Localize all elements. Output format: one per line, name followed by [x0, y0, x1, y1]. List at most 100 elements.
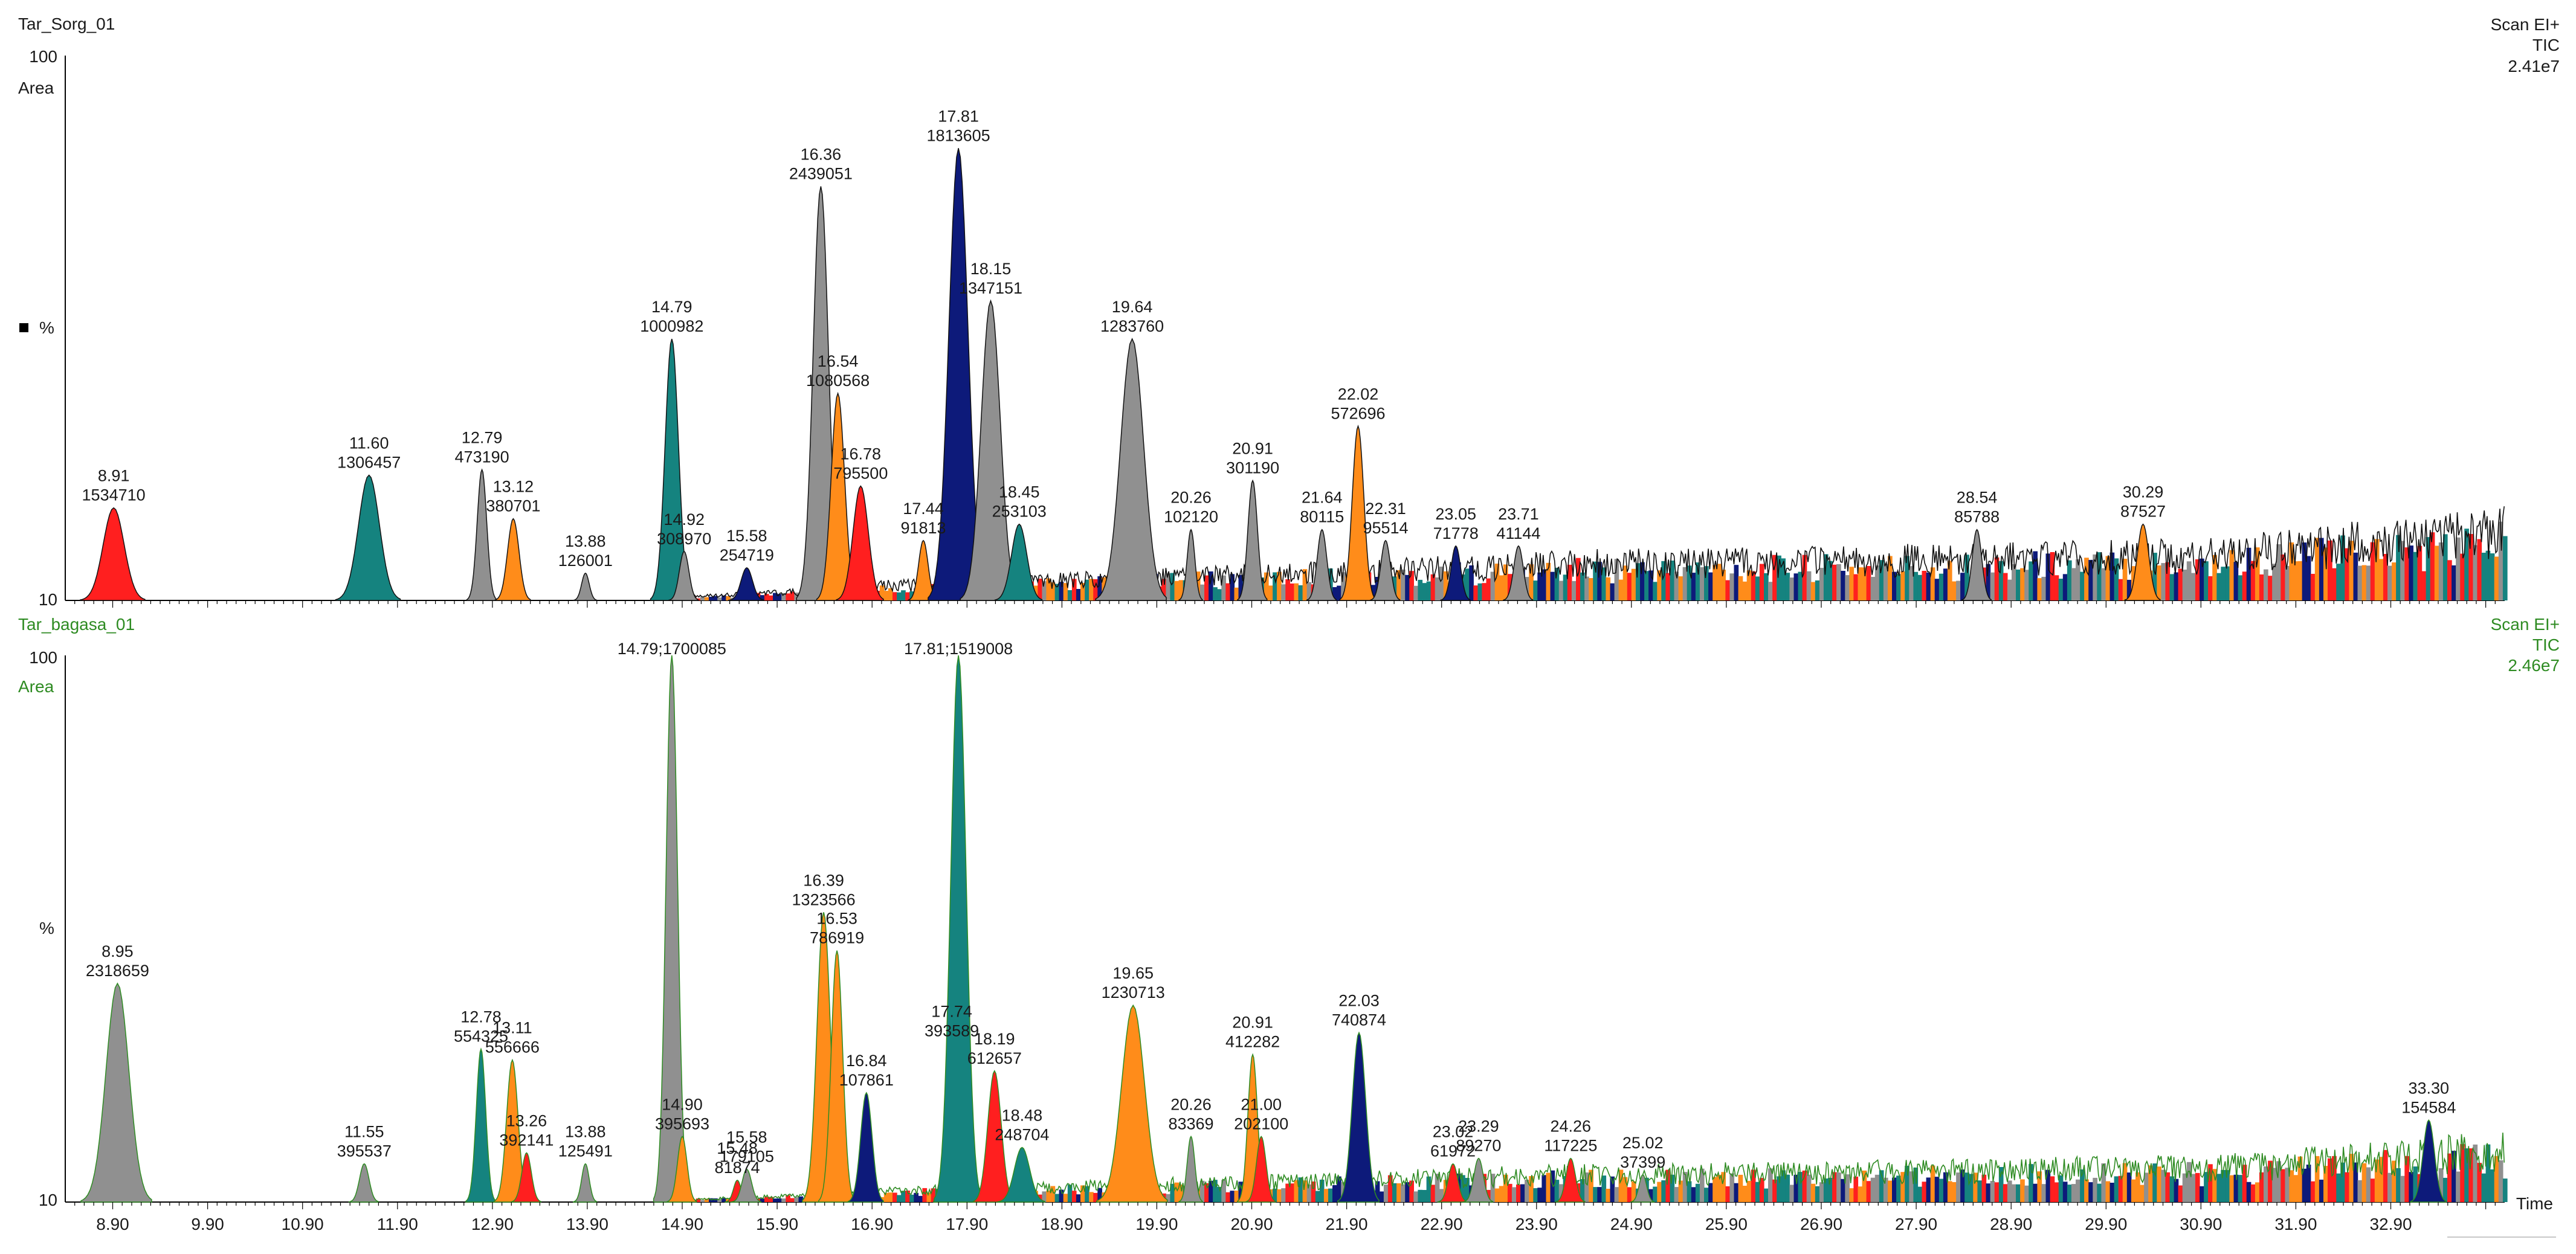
- panel2-baseline-segment: [1874, 1174, 1880, 1202]
- panel2-baseline-segment: [2494, 1156, 2499, 1202]
- peak-label-rt: 13.88: [565, 1123, 606, 1141]
- panel2-baseline-segment: [1704, 1188, 1709, 1202]
- panel2-baseline-segment: [1067, 1185, 1073, 1202]
- panel1-baseline-segment: [1849, 567, 1855, 600]
- panel2-baseline-segment: [2404, 1156, 2409, 1202]
- panel2-baseline-segment: [777, 1198, 782, 1202]
- panel1-baseline-segment: [2332, 568, 2337, 600]
- panel2-baseline-segment: [760, 1198, 765, 1202]
- panel2-baseline-segment: [2323, 1166, 2328, 1202]
- panel2-baseline-segment: [2212, 1169, 2217, 1202]
- panel2-baseline-segment: [721, 1198, 726, 1202]
- panel1-baseline-segment: [2276, 544, 2281, 600]
- panel1-baseline-segment: [1734, 565, 1739, 600]
- peak-label-area: 71778: [1433, 524, 1479, 542]
- panel2-baseline-segment: [2468, 1148, 2473, 1202]
- panel2-baseline-segment: [1845, 1174, 1850, 1202]
- panel2-baseline-segment: [1905, 1166, 1909, 1202]
- peak-label-rt: 15.58: [726, 527, 767, 545]
- panel1-baseline-segment: [1306, 582, 1312, 600]
- panel2-baseline-segment: [1772, 1179, 1777, 1202]
- panel1-baseline-segment: [1657, 570, 1662, 600]
- peak-label-rt: 13.88: [565, 532, 606, 550]
- panel2-baseline-segment: [1430, 1185, 1436, 1202]
- panel1-baseline-segment: [1589, 578, 1593, 600]
- panel1-baseline-segment: [2400, 541, 2405, 600]
- peak-label-rt: 17.81: [938, 107, 979, 125]
- panel1-baseline-segment: [1665, 573, 1671, 600]
- panel1-baseline-segment: [2020, 568, 2025, 600]
- x-tick-label: 10.90: [282, 1215, 324, 1233]
- x-tick-label: 8.90: [96, 1215, 129, 1233]
- panel2-baseline-segment: [1853, 1176, 1859, 1202]
- panel1-baseline-segment: [1563, 574, 1568, 600]
- panel1-baseline-segment: [1097, 576, 1102, 600]
- panel1-baseline-segment: [1990, 572, 1995, 600]
- panel1-baseline-segment: [2434, 545, 2439, 600]
- panel1-baseline-segment: [1341, 572, 1346, 600]
- panel2-baseline-segment: [1405, 1182, 1410, 1202]
- panel1-baseline-segment: [2366, 565, 2371, 600]
- panel1-baseline-segment: [1729, 573, 1735, 600]
- panel1-sample-name: Tar_Sorg_01: [18, 14, 115, 33]
- panel1-baseline-segment: [2225, 566, 2230, 600]
- panel2-baseline-segment: [2485, 1144, 2491, 1202]
- panel1-baseline-segment: [883, 591, 889, 600]
- panel2-baseline-segment: [1520, 1184, 1525, 1202]
- panel2-baseline-segment: [2409, 1172, 2413, 1202]
- panel1-baseline-segment: [1674, 571, 1679, 600]
- panel2-baseline-segment: [2126, 1172, 2132, 1202]
- panel2-baseline-segment: [1554, 1180, 1560, 1202]
- panel1-baseline-segment: [1290, 584, 1295, 600]
- panel1-baseline-segment: [1682, 567, 1688, 600]
- peak-label-area: 254719: [720, 546, 774, 564]
- panel1-baseline-segment: [1435, 577, 1440, 600]
- panel1-baseline-segment: [1494, 564, 1500, 600]
- panel2-peak-33.30: [2410, 1119, 2447, 1203]
- x-tick-label: 14.90: [661, 1215, 703, 1233]
- peak-label-rt: 15.48: [717, 1139, 758, 1157]
- panel2-baseline-segment: [2084, 1179, 2089, 1202]
- panel1-baseline-segment: [1473, 585, 1478, 600]
- panel1-baseline-segment: [1610, 583, 1615, 600]
- panel2-baseline-segment: [2297, 1156, 2303, 1202]
- panel1-baseline-segment: [1477, 583, 1483, 600]
- panel1-baseline-segment: [1802, 555, 1807, 600]
- panel2-baseline-segment: [1802, 1170, 1807, 1202]
- panel2-baseline-segment: [1810, 1183, 1816, 1202]
- peak-label-rt: 23.29: [1458, 1117, 1499, 1136]
- panel2-baseline-segment: [2140, 1185, 2145, 1202]
- panel1-baseline-segment: [1285, 579, 1290, 600]
- panel2-baseline-segment: [1977, 1180, 1983, 1202]
- panel1-baseline-segment: [1704, 566, 1709, 600]
- panel1-baseline-segment: [2430, 532, 2435, 600]
- panel2-baseline-segment: [2122, 1163, 2128, 1202]
- panel1-peak-15.58: [728, 567, 764, 601]
- panel2-baseline-segment: [914, 1192, 918, 1202]
- panel1-baseline-segment: [1059, 582, 1064, 600]
- panel1-baseline-segment: [1302, 569, 1308, 600]
- panel2-baseline-segment: [1913, 1167, 1919, 1202]
- panel1-baseline-segment: [2110, 552, 2115, 600]
- peak-label-rt: 19.64: [1112, 298, 1153, 316]
- peak-label-rt: 8.91: [98, 467, 130, 485]
- panel2-baseline-segment: [888, 1192, 893, 1202]
- panel2-baseline-segment: [1383, 1185, 1389, 1202]
- peak-label-area: 102120: [1164, 508, 1218, 526]
- panel1-baseline-segment: [2101, 568, 2106, 600]
- panel2-baseline-segment: [2216, 1174, 2221, 1202]
- panel2-baseline-segment: [2029, 1164, 2033, 1202]
- panel1-baseline-segment: [2464, 529, 2469, 600]
- panel2-peak-13.88: [572, 1163, 598, 1203]
- panel2-baseline-segment: [773, 1198, 778, 1202]
- panel1-baseline-segment: [2387, 565, 2392, 600]
- panel1-baseline-segment: [1298, 585, 1303, 600]
- panel2-baseline-segment: [1533, 1188, 1538, 1202]
- panel2-baseline-segment: [2281, 1169, 2285, 1202]
- panel1-baseline-segment: [2490, 553, 2495, 600]
- panel2-baseline-segment: [2144, 1172, 2149, 1202]
- panel2-baseline-segment: [2225, 1170, 2230, 1202]
- panel2-baseline-segment: [2302, 1168, 2307, 1202]
- panel2-baseline-segment: [1981, 1174, 1987, 1202]
